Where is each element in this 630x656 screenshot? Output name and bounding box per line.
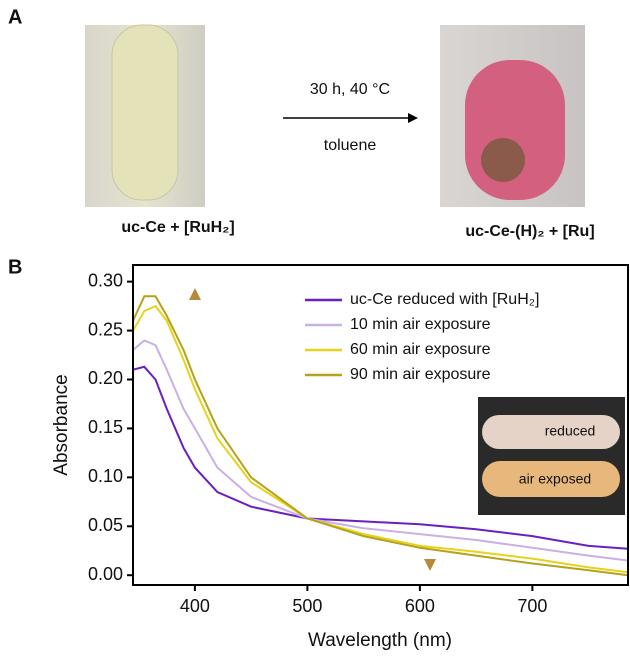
plot: 0.00 0.05 0.10 0.15 0.20 0.25 0.30 400 500 600 700…: [88, 270, 629, 616]
y-tick-label: 0.00: [88, 564, 123, 584]
caption: uc-Ce-(H)₂ + [Ru]: [465, 223, 594, 240]
series-line: [132, 339, 629, 562]
legend-label: 90 min air exposure: [350, 366, 491, 383]
y-tick-label: 0.10: [88, 466, 123, 486]
x-tick-label: 700: [517, 596, 547, 616]
y-tick-label: 0.05: [88, 515, 123, 535]
series-line: [132, 295, 629, 577]
y-tick-label: 0.30: [88, 270, 123, 290]
x-tick-label: 400: [180, 596, 210, 616]
y-axis-label: Absorbance: [51, 374, 72, 475]
x-tick-label: 500: [292, 596, 322, 616]
legend-label: uc-Ce reduced with [RuH₂]: [350, 291, 539, 308]
series-line: [132, 365, 629, 550]
x-axis-label: Wavelength (nm): [308, 630, 452, 651]
x-tick-label: 600: [405, 596, 435, 616]
legend-label: 60 min air exposure: [350, 341, 491, 358]
panel-label: A: [8, 6, 22, 28]
y-tick-label: 0.15: [88, 417, 123, 437]
arrow-head: [408, 113, 418, 123]
inset-label: air exposed: [519, 471, 591, 487]
plot-frame: [132, 264, 629, 586]
photo-right: [440, 25, 585, 207]
panel-label: B: [8, 256, 22, 278]
condition: 30 h, 40 °C: [310, 81, 390, 98]
inset-label: reduced: [545, 423, 596, 439]
y-tick-label: 0.25: [88, 319, 123, 339]
arrow-head: [189, 288, 201, 300]
y-tick-label: 0.20: [88, 368, 123, 388]
legend-label: 10 min air exposure: [350, 316, 491, 333]
series-line: [132, 304, 629, 574]
caption: uc-Ce + [RuH₂]: [121, 219, 234, 236]
photo-left: [85, 24, 205, 207]
inset-photo: [478, 397, 625, 515]
solvent: toluene: [324, 137, 377, 154]
arrow-head: [424, 559, 436, 571]
